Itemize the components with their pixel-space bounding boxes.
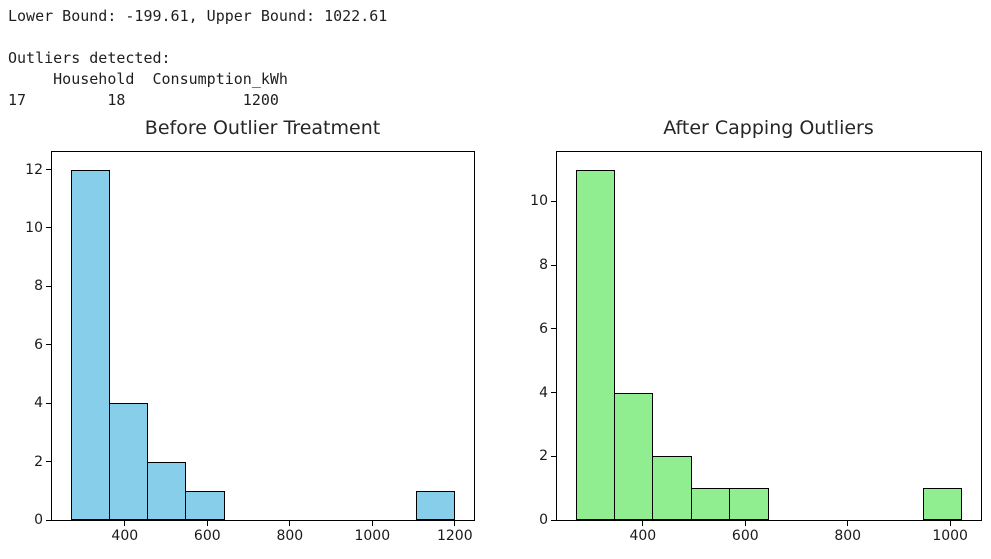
y-tick-mark — [46, 285, 51, 287]
console-line-table-header: Household Consumption_kWh — [8, 70, 288, 88]
histogram-bar — [576, 169, 615, 520]
histogram-bar — [146, 461, 187, 520]
histogram-bar — [923, 488, 962, 520]
y-tick-mark — [46, 519, 51, 521]
y-tick-mark — [551, 264, 556, 266]
y-tick-mark — [46, 344, 51, 346]
y-tick-label: 2 — [34, 453, 43, 470]
x-tick-mark — [642, 521, 644, 526]
histogram-bar — [185, 490, 225, 520]
histogram-bar — [690, 488, 731, 520]
y-tick-mark — [551, 392, 556, 394]
x-tick-label: 1000 — [932, 528, 968, 544]
histogram-bar — [416, 490, 455, 520]
x-tick-label: 800 — [276, 528, 304, 544]
y-tick-mark — [551, 328, 556, 330]
x-tick-label: 1000 — [354, 528, 391, 544]
y-tick-label: 4 — [539, 384, 548, 401]
y-tick-mark — [46, 402, 51, 404]
x-tick-mark — [454, 521, 456, 526]
y-tick-label: 12 — [25, 161, 43, 178]
x-tick-label: 600 — [193, 528, 221, 544]
y-tick-label: 10 — [25, 219, 43, 236]
plot-area-before: 400 600 800 1000 1200 0 2 4 6 8 10 12 — [25, 151, 475, 544]
x-tick-mark — [124, 521, 126, 526]
x-tick-mark — [371, 521, 373, 526]
y-tick-label: 10 — [530, 193, 548, 210]
histogram-bar — [71, 169, 110, 520]
console-output: Lower Bound: -199.61, Upper Bound: 1022.… — [8, 6, 387, 111]
y-tick-mark — [551, 519, 556, 521]
x-tick-mark — [289, 521, 291, 526]
histogram-bar — [108, 403, 148, 520]
x-tick-mark — [847, 521, 849, 526]
plot-area-after: 400 600 800 1000 0 2 4 6 8 10 — [530, 151, 982, 544]
histogram-bar — [729, 488, 769, 520]
y-tick-label: 0 — [34, 512, 43, 528]
y-tick-label: 0 — [539, 512, 548, 528]
y-tick-label: 2 — [539, 448, 548, 465]
y-tick-label: 6 — [34, 336, 43, 353]
x-tick-mark — [949, 521, 951, 526]
console-line-outliers: Outliers detected: — [8, 49, 171, 67]
y-tick-mark — [551, 200, 556, 202]
histogram-bar — [613, 392, 654, 520]
y-tick-label: 8 — [539, 257, 548, 274]
chart-title-before: Before Outlier Treatment — [144, 117, 381, 139]
x-tick-mark — [744, 521, 746, 526]
y-tick-mark — [46, 227, 51, 229]
x-tick-label: 400 — [629, 528, 657, 544]
x-tick-label: 600 — [731, 528, 759, 544]
console-line-table-row: 17 18 1200 — [8, 91, 279, 109]
console-line-blank — [8, 27, 387, 48]
x-tick-label: 800 — [834, 528, 862, 544]
x-tick-label: 400 — [111, 528, 139, 544]
y-tick-mark — [46, 169, 51, 171]
x-tick-label: 1200 — [436, 528, 473, 544]
y-tick-mark — [46, 461, 51, 463]
chart-title-after: After Capping Outliers — [663, 117, 874, 139]
y-tick-label: 8 — [34, 278, 43, 295]
x-tick-mark — [206, 521, 208, 526]
y-tick-label: 6 — [539, 320, 548, 337]
console-line-bounds: Lower Bound: -199.61, Upper Bound: 1022.… — [8, 7, 388, 25]
y-tick-label: 4 — [34, 395, 43, 412]
histogram-bar — [652, 456, 692, 520]
y-tick-mark — [551, 455, 556, 457]
